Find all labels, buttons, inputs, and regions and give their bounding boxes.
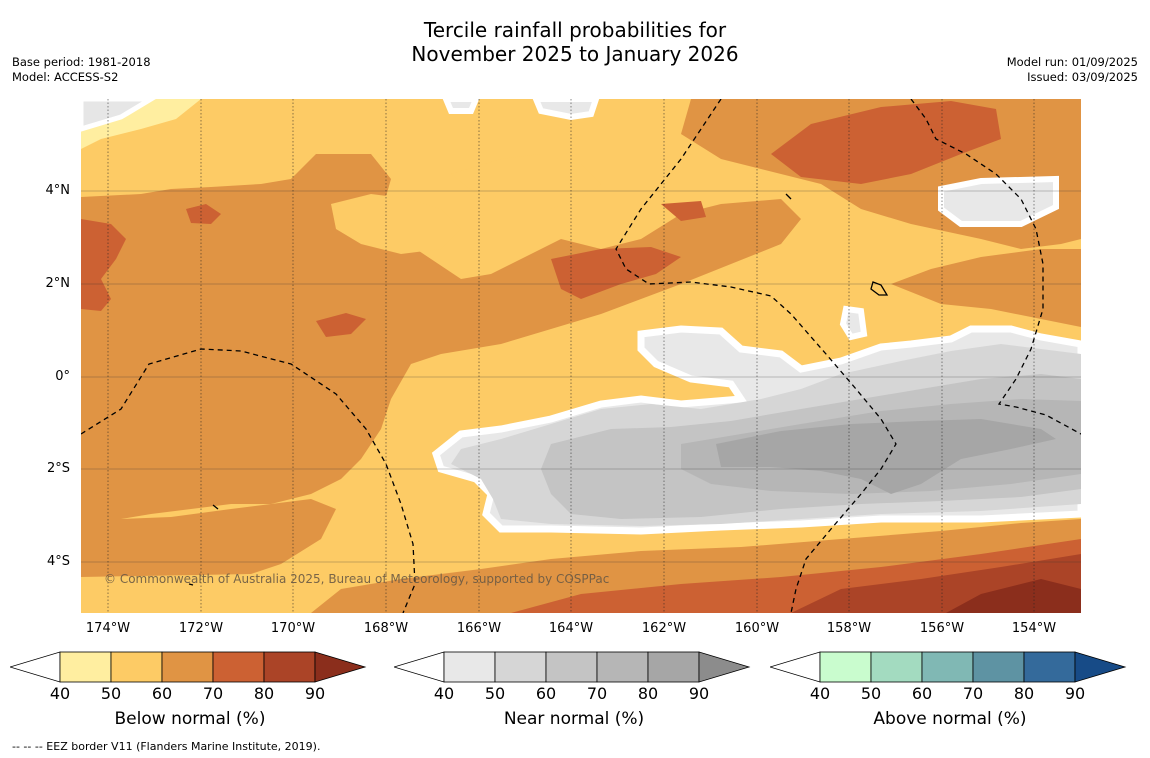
colorbar-tick: 40 [809, 684, 831, 703]
colorbar-arrow-low [394, 651, 445, 683]
lon-label: 160°W [734, 621, 780, 636]
model-name: Model: ACCESS-S2 [12, 70, 119, 84]
lon-label: 168°W [363, 621, 409, 636]
region-below-70-80-patch [551, 247, 681, 299]
colorbar-arrow-high [698, 651, 751, 683]
colorbar-arrow-low [770, 651, 821, 683]
title-line-1: Tercile rainfall probabilities for [423, 18, 727, 42]
lon-label: 158°W [826, 621, 872, 636]
colorbar-tick: 50 [100, 684, 122, 703]
colorbar-tick: 40 [433, 684, 455, 703]
colorbar-segment [972, 651, 1025, 683]
lon-label: 166°W [456, 621, 502, 636]
region-below-60-70-right [891, 249, 1081, 327]
colorbar-arrow-low [10, 651, 61, 683]
lon-label: 170°W [270, 621, 316, 636]
colorbar-segment [1023, 651, 1076, 683]
lat-label: 4°S [46, 554, 70, 569]
colorbar-tick: 50 [484, 684, 506, 703]
latitude-gridlines [81, 190, 1081, 563]
colorbar-segment [596, 651, 649, 683]
lat-label: 0° [55, 369, 70, 384]
region-no-signal [81, 99, 156, 132]
colorbar-tick: 70 [586, 684, 608, 703]
region-below-70-80-patch [81, 219, 126, 311]
colorbar-tick: 90 [304, 684, 326, 703]
colorbar-segment [921, 651, 974, 683]
colorbar-above-normal [770, 651, 1127, 683]
lon-label: 164°W [548, 621, 594, 636]
colorbar-tick: 60 [911, 684, 933, 703]
region-below-60-70-bottom [81, 499, 336, 577]
region-near-80-90 [716, 419, 1056, 494]
colorbar-tick: 50 [860, 684, 882, 703]
region-near-40-50-patch [938, 175, 1059, 227]
colorbar-label-below: Below normal (%) [114, 709, 266, 729]
colorbar-tick: 70 [202, 684, 224, 703]
lon-label: 174°W [85, 621, 131, 636]
colorbar-segment [263, 651, 316, 683]
region-below-50-60-patch [451, 154, 601, 209]
colorbar-tick: 60 [151, 684, 173, 703]
colorbar-segment [443, 651, 496, 683]
colorbar-label-above: Above normal (%) [873, 709, 1027, 729]
island-outlines [188, 193, 889, 586]
colorbar-tick: 60 [535, 684, 557, 703]
region-below-90-plus [946, 579, 1081, 613]
region-near-40-50-patch [442, 99, 480, 114]
colorbar-segment [212, 651, 265, 683]
region-below-70-80-patch [316, 313, 366, 337]
lat-label: 4°N [45, 183, 71, 198]
region-below-60-70-left [81, 154, 801, 519]
colorbar-near-normal [394, 651, 751, 683]
lon-label: 156°W [919, 621, 965, 636]
colorbar-arrow-high [1074, 651, 1127, 683]
copyright-notice: © Commonwealth of Australia 2025, Bureau… [104, 572, 610, 586]
model-run-date: Model run: 01/09/2025 [1006, 55, 1138, 69]
issued-date: Issued: 03/09/2025 [1027, 70, 1138, 84]
probability-map [81, 99, 1081, 613]
colorbar-label-near: Near normal (%) [503, 709, 645, 729]
colorbar-segment [647, 651, 700, 683]
model-info: Base period: 1981-2018 Model: ACCESS-S2 [12, 55, 151, 85]
lon-label: 154°W [1011, 621, 1057, 636]
region-below-50-60-patch [331, 194, 461, 254]
colorbar-segment [870, 651, 923, 683]
eez-borders [81, 99, 1081, 613]
colorbar-below-normal [10, 651, 367, 683]
colorbar-tick: 90 [1064, 684, 1086, 703]
colorbar-segment [161, 651, 214, 683]
longitude-gridlines [107, 99, 1035, 613]
region-near-40-50-patch [839, 305, 868, 341]
eez-footnote: -- -- -- EEZ border V11 (Flanders Marine… [12, 740, 321, 753]
colorbar-segment [494, 651, 547, 683]
region-below-70-80-patch [186, 204, 221, 224]
colorbar-segment [819, 651, 872, 683]
lon-label: 172°W [178, 621, 224, 636]
lat-label: 2°S [46, 461, 70, 476]
map-title: Tercile rainfall probabilities for Novem… [0, 18, 1150, 66]
lat-label: 2°N [45, 276, 71, 291]
title-line-2: November 2025 to January 2026 [411, 42, 739, 66]
colorbar-segment [110, 651, 163, 683]
colorbar-tick: 80 [253, 684, 275, 703]
colorbar-tick: 70 [962, 684, 984, 703]
colorbar-tick: 80 [1013, 684, 1035, 703]
colorbar-arrow-high [314, 651, 367, 683]
colorbar-tick: 80 [637, 684, 659, 703]
colorbar-segment [545, 651, 598, 683]
colorbar-tick: 40 [49, 684, 71, 703]
region-near-40-50-patch [532, 99, 600, 121]
lon-label: 162°W [641, 621, 687, 636]
region-below-70-80-patch [661, 201, 706, 221]
base-period: Base period: 1981-2018 [12, 55, 151, 69]
colorbar-tick: 90 [688, 684, 710, 703]
colorbar-segment [59, 651, 112, 683]
region-below-70-80-top [771, 101, 1001, 184]
run-info: Model run: 01/09/2025 Issued: 03/09/2025 [1007, 55, 1138, 85]
